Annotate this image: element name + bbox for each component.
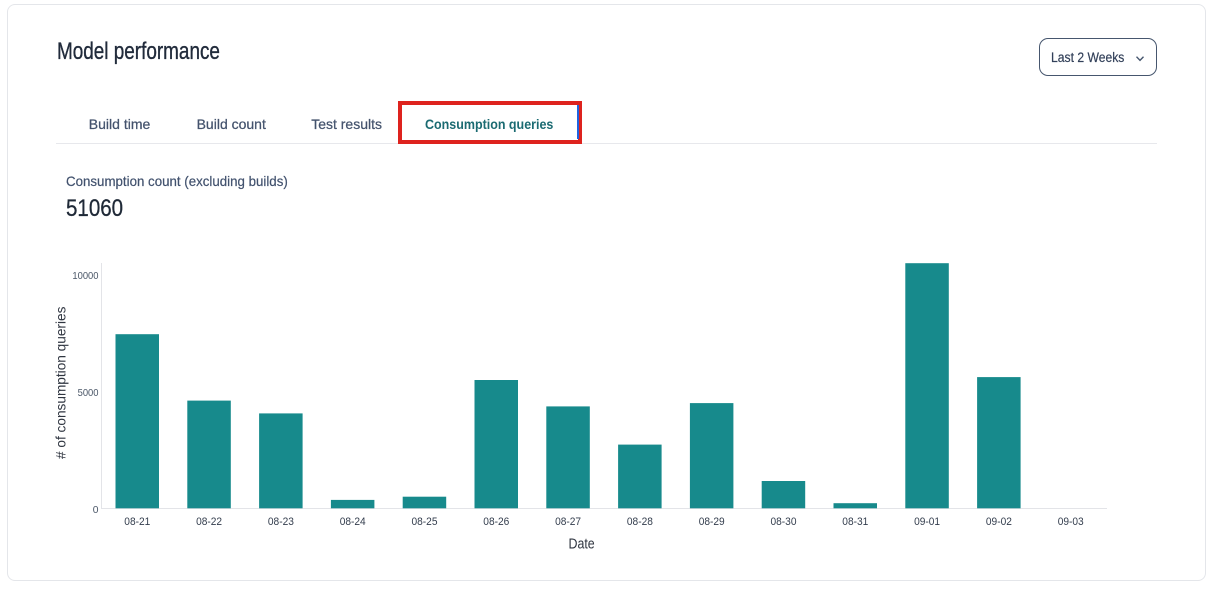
svg-text:09-02: 09-02 (986, 516, 1012, 528)
svg-text:08-24: 08-24 (340, 516, 366, 528)
svg-text:08-28: 08-28 (627, 516, 653, 528)
svg-text:09-01: 09-01 (914, 516, 940, 528)
svg-text:08-27: 08-27 (555, 516, 581, 528)
svg-text:08-22: 08-22 (196, 516, 222, 528)
svg-text:08-30: 08-30 (771, 516, 797, 528)
svg-text:5000: 5000 (78, 388, 99, 399)
svg-text:08-21: 08-21 (124, 516, 150, 528)
svg-text:08-26: 08-26 (483, 516, 509, 528)
svg-text:09-03: 09-03 (1058, 516, 1084, 528)
svg-text:08-25: 08-25 (412, 516, 438, 528)
svg-text:10000: 10000 (72, 271, 98, 282)
svg-text:08-29: 08-29 (699, 516, 725, 528)
svg-text:# of consumption queries: # of consumption queries (52, 307, 68, 459)
svg-text:Date: Date (569, 535, 595, 552)
svg-text:08-31: 08-31 (842, 516, 868, 528)
svg-text:0: 0 (93, 505, 99, 516)
svg-text:08-23: 08-23 (268, 516, 294, 528)
